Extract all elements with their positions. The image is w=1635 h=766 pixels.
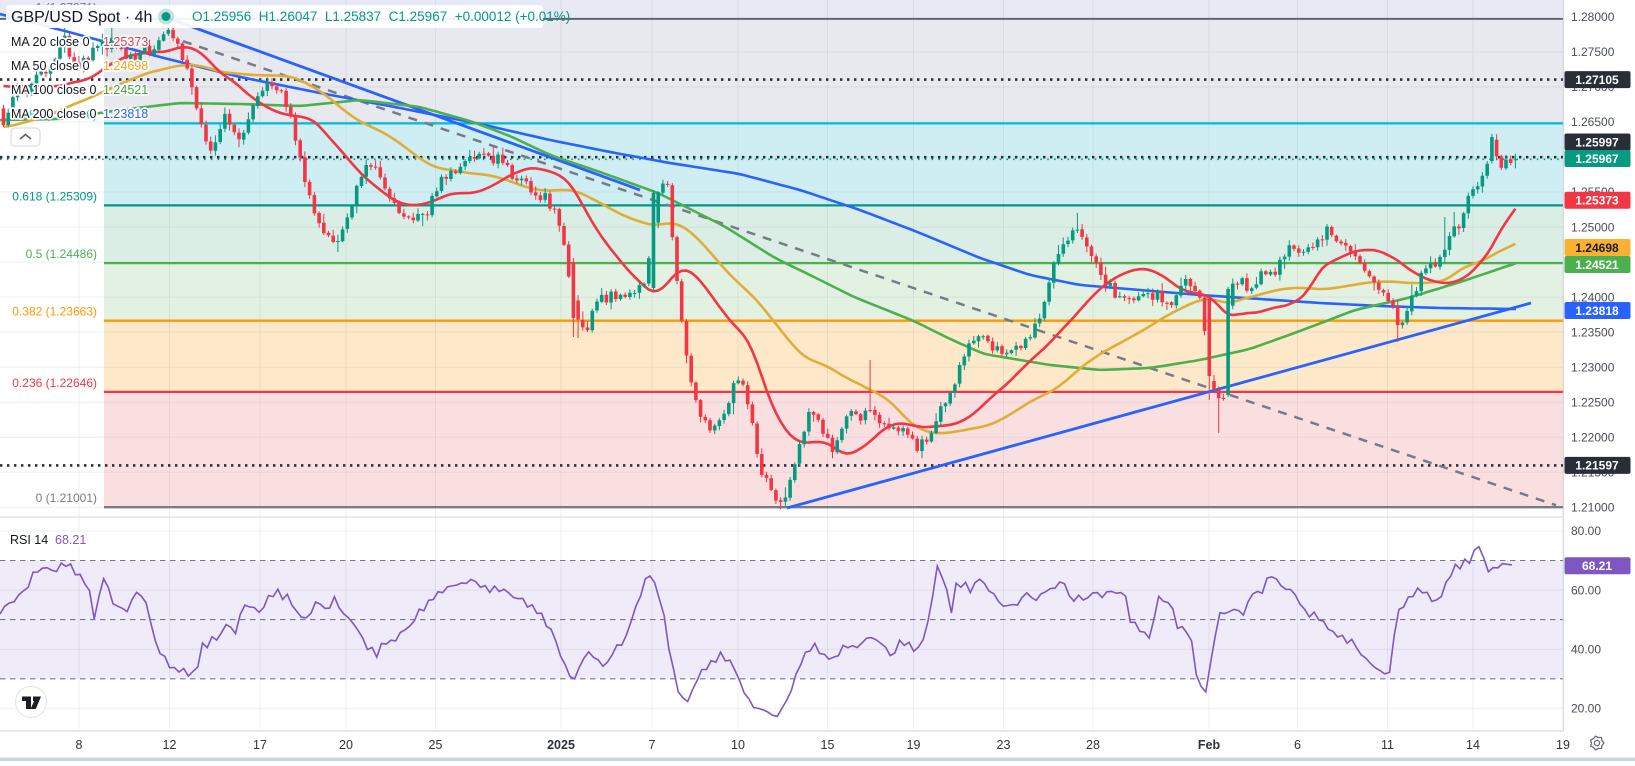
svg-text:1.24698: 1.24698	[103, 59, 148, 73]
svg-text:1.21597: 1.21597	[1575, 459, 1619, 473]
svg-text:1.22000: 1.22000	[1571, 430, 1615, 444]
svg-text:68.21: 68.21	[55, 533, 86, 547]
svg-text:1.27105: 1.27105	[1575, 73, 1619, 87]
svg-text:25: 25	[429, 738, 443, 752]
svg-text:0.236 (1.22646): 0.236 (1.22646)	[12, 376, 97, 390]
svg-text:40.00: 40.00	[1571, 642, 1601, 656]
svg-text:20.00: 20.00	[1571, 702, 1601, 716]
svg-text:0.382 (1.23663): 0.382 (1.23663)	[12, 305, 97, 319]
svg-text:1.26500: 1.26500	[1571, 115, 1615, 129]
svg-text:60.00: 60.00	[1571, 583, 1601, 597]
svg-text:MA 200 close 0: MA 200 close 0	[11, 107, 97, 121]
svg-text:0.5 (1.24486): 0.5 (1.24486)	[26, 247, 97, 261]
svg-text:1.21000: 1.21000	[1571, 501, 1615, 515]
svg-text:1.24521: 1.24521	[103, 83, 148, 97]
svg-text:80.00: 80.00	[1571, 524, 1601, 538]
svg-text:Feb: Feb	[1198, 738, 1221, 752]
svg-text:8: 8	[76, 738, 83, 752]
svg-text:1.23818: 1.23818	[1575, 304, 1619, 318]
svg-text:19: 19	[907, 738, 921, 752]
svg-text:20: 20	[339, 738, 353, 752]
svg-text:RSI 14: RSI 14	[10, 533, 48, 547]
svg-text:GBP/USD Spot · 4h: GBP/USD Spot · 4h	[11, 9, 152, 26]
svg-text:11: 11	[1381, 738, 1394, 752]
svg-text:1.25373: 1.25373	[1575, 194, 1619, 208]
svg-text:1.27500: 1.27500	[1571, 45, 1615, 59]
svg-text:10: 10	[731, 738, 745, 752]
svg-text:1.23818: 1.23818	[103, 107, 148, 121]
svg-text:15: 15	[821, 738, 835, 752]
svg-text:7: 7	[649, 738, 656, 752]
svg-text:1.25000: 1.25000	[1571, 220, 1615, 234]
svg-text:1.25967: 1.25967	[1575, 152, 1619, 166]
svg-text:0 (1.21001): 0 (1.21001)	[36, 491, 97, 505]
svg-text:0.618 (1.25309): 0.618 (1.25309)	[12, 189, 97, 203]
svg-text:1.28000: 1.28000	[1571, 10, 1615, 24]
svg-text:1.24698: 1.24698	[1575, 241, 1619, 255]
svg-text:1.23500: 1.23500	[1571, 325, 1615, 339]
svg-text:1.25997: 1.25997	[1575, 135, 1619, 149]
svg-text:68.21: 68.21	[1582, 559, 1612, 573]
svg-text:O1.25956 H1.26047 L1.25837: O1.25956 H1.26047 L1.25837 C1.25967 +0.0…	[192, 9, 570, 24]
svg-text:1.25373: 1.25373	[103, 35, 148, 49]
svg-text:MA 50 close 0: MA 50 close 0	[11, 59, 90, 73]
svg-text:12: 12	[163, 738, 177, 752]
svg-text:28: 28	[1086, 738, 1100, 752]
svg-text:1.23000: 1.23000	[1571, 360, 1615, 374]
svg-text:MA 100 close 0: MA 100 close 0	[11, 83, 97, 97]
svg-text:1.24521: 1.24521	[1575, 258, 1619, 272]
svg-text:23: 23	[997, 738, 1011, 752]
svg-text:19: 19	[1556, 738, 1570, 752]
svg-text:MA 20 close 0: MA 20 close 0	[11, 35, 90, 49]
svg-text:17: 17	[253, 738, 267, 752]
svg-text:1.22500: 1.22500	[1571, 395, 1615, 409]
svg-text:6: 6	[1294, 738, 1301, 752]
svg-text:2025: 2025	[547, 738, 575, 752]
svg-text:14: 14	[1466, 738, 1480, 752]
